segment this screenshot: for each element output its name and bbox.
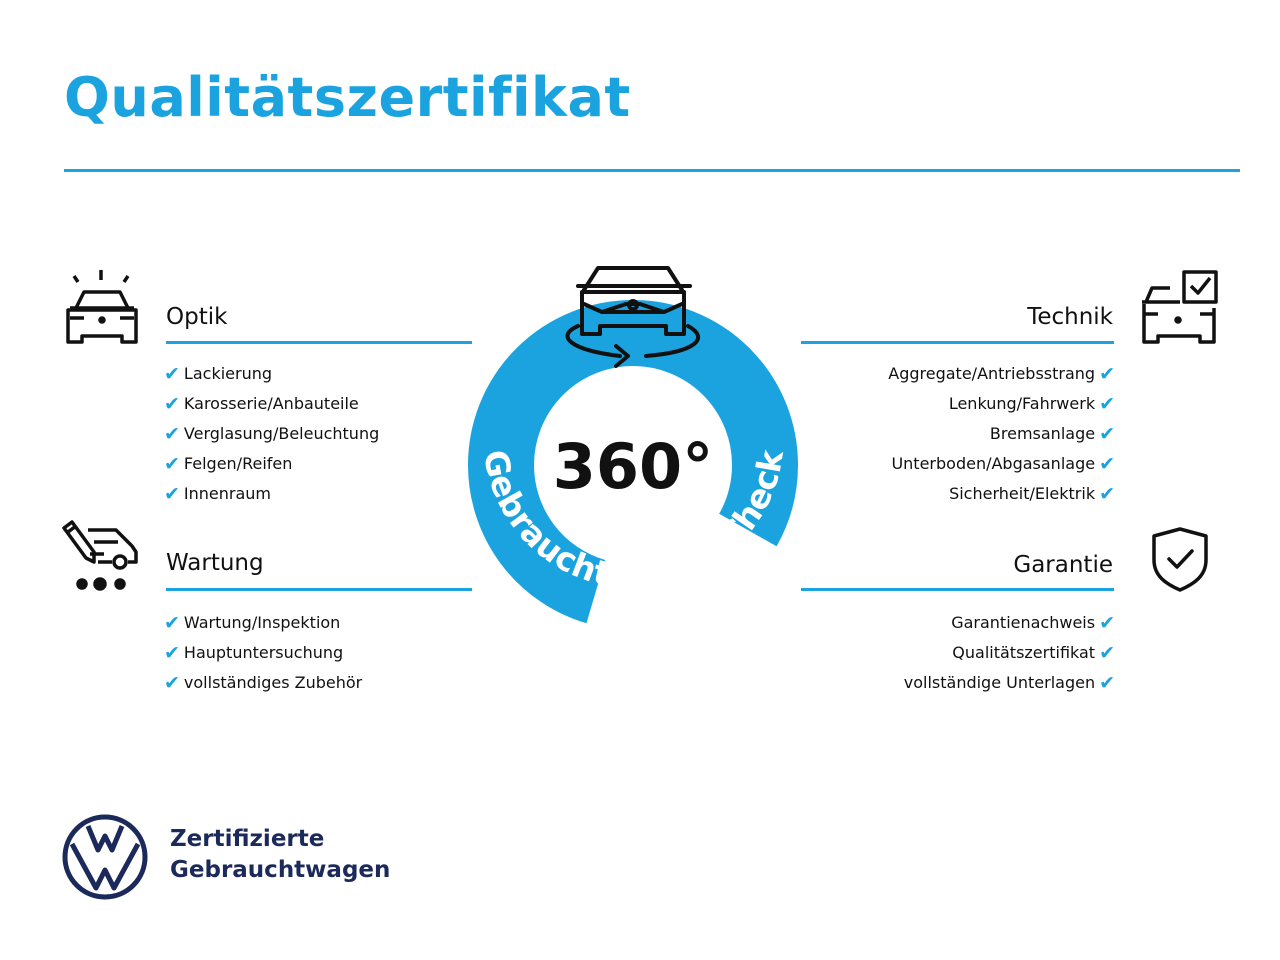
section-title-optik: Optik xyxy=(166,304,228,330)
section-title-wartung: Wartung xyxy=(166,550,264,576)
check-icon: ✔ xyxy=(1099,483,1115,505)
item-label: Wartung/Inspektion xyxy=(183,613,341,632)
item-label: Bremsanlage xyxy=(989,424,1096,443)
item-label: vollständiges Zubehör xyxy=(183,673,363,692)
item-label: Garantienachweis xyxy=(951,613,1096,632)
list-item: ✔ Felgen/Reifen xyxy=(164,449,379,479)
list-item: ✔ Lackierung xyxy=(164,359,379,389)
brand-text: Zertifizierte Gebrauchtwagen xyxy=(170,824,390,886)
check-icon: ✔ xyxy=(1099,612,1115,634)
item-label: Verglasung/Beleuchtung xyxy=(183,424,380,443)
car-checkbox-icon xyxy=(1142,270,1218,344)
check-icon: ✔ xyxy=(1099,363,1115,385)
brand-line-2: Gebrauchtwagen xyxy=(170,857,391,883)
360-badge: 360° Gebrauchtwagen-Check xyxy=(468,266,798,630)
check-icon: ✔ xyxy=(1099,642,1115,664)
check-icon: ✔ xyxy=(164,453,180,475)
section-title-technik: Technik xyxy=(1027,304,1113,330)
item-label: Unterboden/Abgasanlage xyxy=(891,454,1096,473)
wartung-list: ✔ Wartung/Inspektion ✔ Hauptuntersuchung ✔… xyxy=(164,608,362,698)
section-title-garantie: Garantie xyxy=(1013,552,1113,578)
item-label: Hauptuntersuchung xyxy=(183,643,344,662)
list-item: Sicherheit/Elektrik ✔ xyxy=(888,479,1115,509)
list-item: Garantienachweis ✔ xyxy=(904,608,1115,638)
list-item: ✔ Wartung/Inspektion xyxy=(164,608,362,638)
list-item: Lenkung/Fahrwerk ✔ xyxy=(888,389,1115,419)
item-label: Sicherheit/Elektrik xyxy=(949,484,1096,503)
vw-logo xyxy=(62,814,148,900)
item-label: vollständige Unterlagen xyxy=(903,673,1096,692)
technik-list: Aggregate/Antriebsstrang ✔ Lenkung/Fahrwe… xyxy=(888,359,1115,509)
list-item: ✔ Innenraum xyxy=(164,479,379,509)
check-icon: ✔ xyxy=(1099,393,1115,415)
optik-list: ✔ Lackierung ✔ Karosserie/Anbauteile ✔ Verg… xyxy=(164,359,379,509)
check-icon: ✔ xyxy=(164,672,180,694)
list-item: ✔ vollständiges Zubehör xyxy=(164,668,362,698)
garantie-list: Garantienachweis ✔ Qualitätszertifikat ✔ v… xyxy=(904,608,1115,698)
list-item: ✔ Karosserie/Anbauteile xyxy=(164,389,379,419)
section-divider xyxy=(801,588,1114,591)
section-divider xyxy=(166,341,472,344)
item-label: Innenraum xyxy=(183,484,272,503)
section-divider xyxy=(166,588,472,591)
list-item: Bremsanlage ✔ xyxy=(888,419,1115,449)
check-icon: ✔ xyxy=(164,393,180,415)
check-icon: ✔ xyxy=(164,612,180,634)
page-title: Qualitätszertifikat xyxy=(64,66,631,129)
list-item: vollständige Unterlagen ✔ xyxy=(904,668,1115,698)
item-label: Felgen/Reifen xyxy=(183,454,293,473)
item-label: Lackierung xyxy=(183,364,273,383)
car-lights-icon xyxy=(66,270,138,344)
list-item: ✔ Verglasung/Beleuchtung xyxy=(164,419,379,449)
check-icon: ✔ xyxy=(1099,423,1115,445)
check-icon: ✔ xyxy=(164,363,180,385)
car-rotate-icon xyxy=(565,266,701,368)
service-icon xyxy=(62,520,138,591)
list-item: Unterboden/Abgasanlage ✔ xyxy=(888,449,1115,479)
brand-line-1: Zertifizierte xyxy=(170,826,325,852)
list-item: Qualitätszertifikat ✔ xyxy=(904,638,1115,668)
item-label: Lenkung/Fahrwerk xyxy=(948,394,1096,413)
shield-check-icon xyxy=(1152,527,1208,592)
check-icon: ✔ xyxy=(164,483,180,505)
check-icon: ✔ xyxy=(164,642,180,664)
list-item: ✔ Hauptuntersuchung xyxy=(164,638,362,668)
list-item: Aggregate/Antriebsstrang ✔ xyxy=(888,359,1115,389)
title-divider xyxy=(64,169,1240,172)
item-label: Qualitätszertifikat xyxy=(952,643,1096,662)
item-label: Aggregate/Antriebsstrang xyxy=(888,364,1096,383)
item-label: Karosserie/Anbauteile xyxy=(183,394,359,413)
check-icon: ✔ xyxy=(1099,453,1115,475)
check-icon: ✔ xyxy=(1099,672,1115,694)
badge-ring xyxy=(468,300,798,630)
badge-number: 360° xyxy=(553,430,713,503)
check-icon: ✔ xyxy=(164,423,180,445)
section-divider xyxy=(801,341,1114,344)
